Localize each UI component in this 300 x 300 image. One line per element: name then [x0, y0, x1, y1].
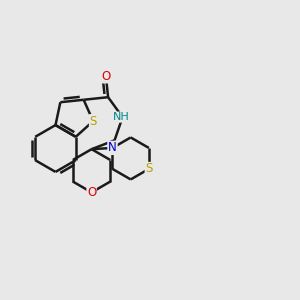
Text: NH: NH	[113, 112, 130, 122]
Text: N: N	[108, 141, 117, 154]
Text: N: N	[108, 141, 117, 154]
Text: S: S	[145, 162, 153, 176]
Text: S: S	[89, 115, 97, 128]
Text: O: O	[87, 186, 96, 199]
Text: O: O	[101, 70, 110, 83]
